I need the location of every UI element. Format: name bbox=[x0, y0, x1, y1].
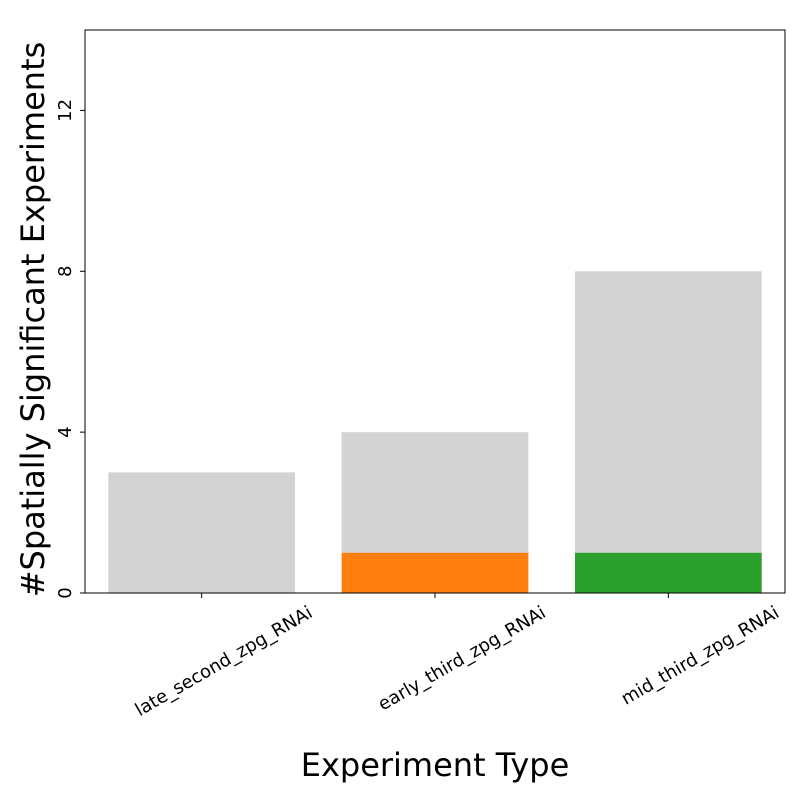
y-tick-label: 4 bbox=[55, 426, 76, 437]
total-bars-group bbox=[108, 271, 762, 593]
y-tick-label: 8 bbox=[55, 266, 76, 277]
significant-bars-group bbox=[341, 552, 762, 593]
bar-significant-mid_third_zpg_RNAi bbox=[575, 552, 762, 593]
bar-total-late_second_zpg_RNAi bbox=[108, 472, 295, 593]
y-axis-title: #Spatially Significant Experiments bbox=[14, 42, 52, 598]
y-axis-ticks: 0 4 8 12 bbox=[55, 99, 85, 599]
x-axis-title: Experiment Type bbox=[301, 746, 570, 784]
y-tick-label: 0 bbox=[55, 587, 76, 598]
bar-significant-early_third_zpg_RNAi bbox=[341, 552, 529, 593]
x-tick-label: early_third_zpg_RNAi bbox=[375, 602, 550, 715]
x-tick-label: late_second_zpg_RNAi bbox=[132, 602, 317, 721]
y-tick-label: 12 bbox=[55, 99, 76, 122]
x-tick-label: mid_third_zpg_RNAi bbox=[618, 602, 783, 709]
x-axis-ticks: late_second_zpg_RNAi early_third_zpg_RNAi… bbox=[132, 593, 783, 721]
bar-total-mid_third_zpg_RNAi bbox=[575, 271, 762, 593]
